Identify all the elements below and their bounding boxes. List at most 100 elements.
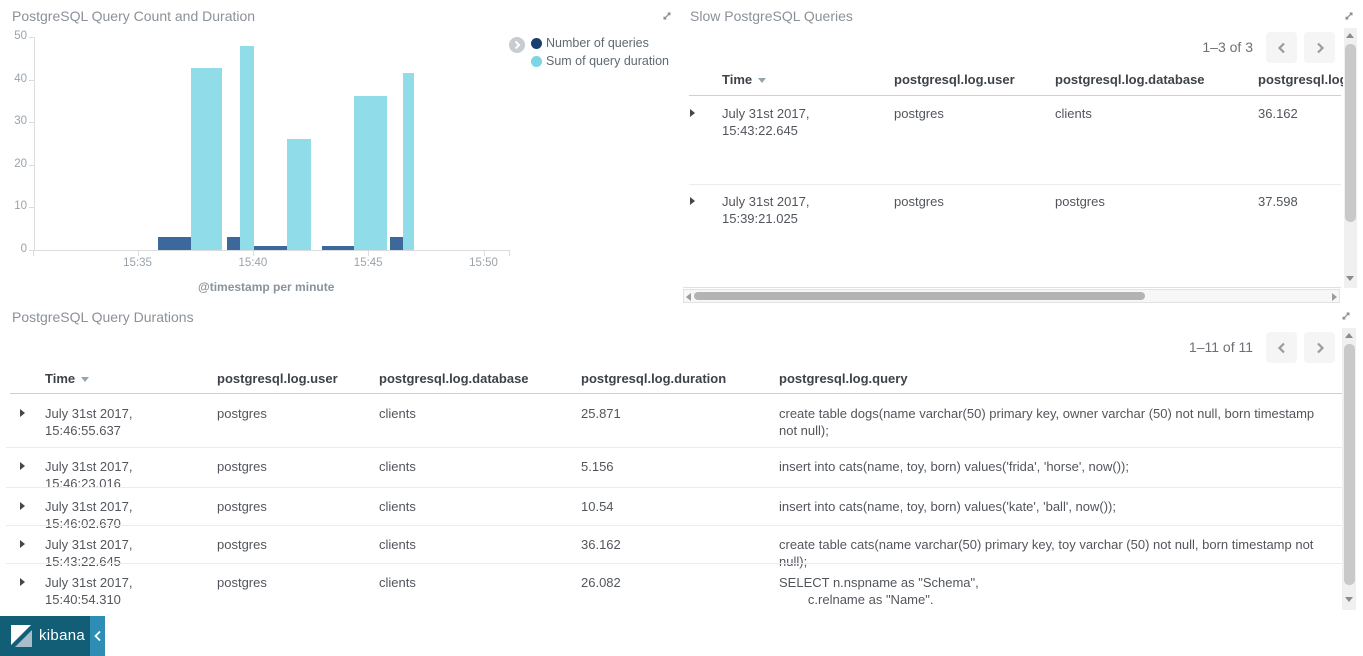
- row-divider: [6, 563, 1342, 564]
- row-expand-caret[interactable]: [690, 197, 695, 205]
- kibana-logo-area[interactable]: kibana: [0, 616, 90, 656]
- panel-title: PostgreSQL Query Count and Duration: [12, 8, 256, 24]
- expand-panel-icon[interactable]: [661, 9, 673, 21]
- row-expand-caret[interactable]: [20, 409, 25, 417]
- column-header-field[interactable]: postgresql.log.database: [379, 371, 529, 386]
- cell-user: postgres: [217, 537, 267, 552]
- chevron-left-icon: [1277, 42, 1285, 53]
- legend-label[interactable]: Number of queries: [546, 36, 649, 50]
- legend-label[interactable]: Sum of query duration: [546, 54, 669, 68]
- header-divider: [689, 95, 1341, 96]
- cell-time: July 31st 2017, 15:46:55.637: [45, 406, 137, 438]
- table-row[interactable]: July 31st 2017, 15:46:55.637 postgres clie…: [0, 394, 1363, 447]
- vertical-scrollbar-thumb[interactable]: [1345, 44, 1356, 222]
- legend-toggle[interactable]: [509, 37, 525, 53]
- column-header-time[interactable]: Time: [722, 72, 872, 87]
- legend-dot[interactable]: [531, 38, 542, 49]
- column-header-field[interactable]: postgresql.log.user: [217, 371, 338, 386]
- row-expand-caret[interactable]: [20, 462, 25, 470]
- column-header-field[interactable]: postgresql.log.user: [894, 72, 1015, 87]
- legend-dot[interactable]: [531, 56, 542, 67]
- y-tick-label: 50: [14, 30, 27, 42]
- kibana-logo-text: kibana: [39, 627, 86, 644]
- x-tick-label: 15:45: [353, 257, 383, 269]
- row-expand-caret[interactable]: [20, 540, 25, 548]
- kibana-nav-bar: kibana: [0, 616, 105, 656]
- chart-bar-duration[interactable]: [240, 45, 254, 250]
- cell-duration: 25.871: [581, 406, 621, 421]
- table-row[interactable]: July 31st 2017, 15:40:54.310 postgres clie…: [0, 563, 1363, 613]
- row-divider: [689, 184, 1341, 185]
- next-page-button[interactable]: [1304, 32, 1335, 63]
- expand-panel-icon[interactable]: [1340, 309, 1352, 321]
- x-axis-line: [33, 250, 510, 251]
- table-row[interactable]: July 31st 2017, 15:46:23.016 postgres clie…: [0, 447, 1363, 491]
- column-header-field[interactable]: postgresql.log.query: [779, 371, 908, 386]
- row-divider: [6, 525, 1342, 526]
- vertical-scrollbar-thumb[interactable]: [1344, 344, 1355, 585]
- chart-bar-queries[interactable]: [390, 237, 403, 250]
- panel-slow-queries: Slow PostgreSQL Queries 1–3 of 3 Time pos…: [683, 0, 1363, 305]
- prev-page-button[interactable]: [1266, 32, 1297, 63]
- chart-bar-duration[interactable]: [287, 139, 311, 250]
- column-header-field[interactable]: postgresql.log.duration: [581, 371, 727, 386]
- y-tick-mark: [29, 207, 34, 209]
- x-tick-label: 15:50: [469, 257, 498, 269]
- row-expand-caret[interactable]: [20, 502, 25, 510]
- chevron-right-icon: [514, 40, 521, 50]
- chart-bar-queries[interactable]: [254, 245, 288, 250]
- scroll-up-arrow[interactable]: [1346, 33, 1354, 38]
- panel-title: Slow PostgreSQL Queries: [690, 8, 853, 24]
- scroll-down-arrow[interactable]: [1346, 276, 1354, 281]
- cell-time: July 31st 2017, 15:43:22.645: [722, 106, 814, 138]
- chart-bar-queries[interactable]: [227, 237, 241, 250]
- cell-time: July 31st 2017, 15:40:54.310: [45, 575, 137, 607]
- chart-bar-queries[interactable]: [158, 237, 191, 250]
- table-row[interactable]: July 31st 2017, 15:46:02.670 postgres clie…: [0, 487, 1363, 531]
- chart-bar-duration[interactable]: [402, 73, 415, 250]
- scroll-left-arrow[interactable]: [686, 293, 691, 301]
- cell-database: clients: [379, 459, 416, 474]
- cell-duration: 36.162: [581, 537, 621, 552]
- row-expand-caret[interactable]: [690, 109, 695, 117]
- cell-time: July 31st 2017, 15:39:21.025: [722, 194, 814, 226]
- chevron-right-icon: [1316, 342, 1324, 353]
- horizontal-scrollbar-thumb[interactable]: [694, 292, 1145, 300]
- x-tick-mark: [252, 251, 254, 256]
- scroll-up-arrow[interactable]: [1345, 333, 1353, 338]
- expand-panel-icon[interactable]: [1343, 9, 1355, 21]
- column-header-time[interactable]: Time: [45, 371, 205, 386]
- cell-duration: 37.598: [1258, 194, 1298, 209]
- table-row[interactable]: July 31st 2017, 15:39:21.025 postgres post…: [683, 184, 1363, 287]
- cell-query: create table cats(name varchar(50) prima…: [779, 537, 1318, 569]
- column-header-field[interactable]: postgresql.log.: [1258, 72, 1343, 87]
- table-row[interactable]: July 31st 2017, 15:43:22.645 postgres clie…: [0, 525, 1363, 569]
- y-tick-mark: [29, 250, 34, 251]
- table-row[interactable]: July 31st 2017, 15:43:22.645 postgres clie…: [683, 96, 1363, 184]
- x-axis-title: @timestamp per minute: [198, 280, 335, 294]
- panel-query-count-duration: PostgreSQL Query Count and Duration @tim…: [0, 0, 683, 305]
- scroll-down-arrow[interactable]: [1345, 597, 1353, 602]
- x-axis-end-tick: [33, 251, 34, 256]
- chart-bar-duration[interactable]: [354, 95, 387, 250]
- chevron-left-icon: [1277, 342, 1285, 353]
- scroll-right-arrow[interactable]: [1332, 293, 1337, 301]
- collapse-nav-button[interactable]: [90, 616, 105, 656]
- column-header-field[interactable]: postgresql.log.database: [1055, 72, 1205, 87]
- row-divider: [6, 447, 1342, 448]
- row-expand-caret[interactable]: [20, 578, 25, 586]
- cell-duration: 36.162: [1258, 106, 1298, 121]
- chart-bar-duration[interactable]: [190, 68, 222, 250]
- prev-page-button[interactable]: [1266, 332, 1297, 363]
- pagination-label: 1–3 of 3: [1202, 39, 1253, 55]
- pagination-label: 1–11 of 11: [1188, 339, 1253, 355]
- cell-user: postgres: [217, 575, 267, 590]
- chart-bar-queries[interactable]: [322, 245, 355, 250]
- y-tick-label: 40: [14, 72, 27, 85]
- cell-database: clients: [1055, 106, 1092, 121]
- cell-duration: 26.082: [581, 575, 621, 590]
- next-page-button[interactable]: [1304, 332, 1335, 363]
- cell-duration: 10.54: [581, 499, 614, 514]
- cell-user: postgres: [894, 194, 944, 209]
